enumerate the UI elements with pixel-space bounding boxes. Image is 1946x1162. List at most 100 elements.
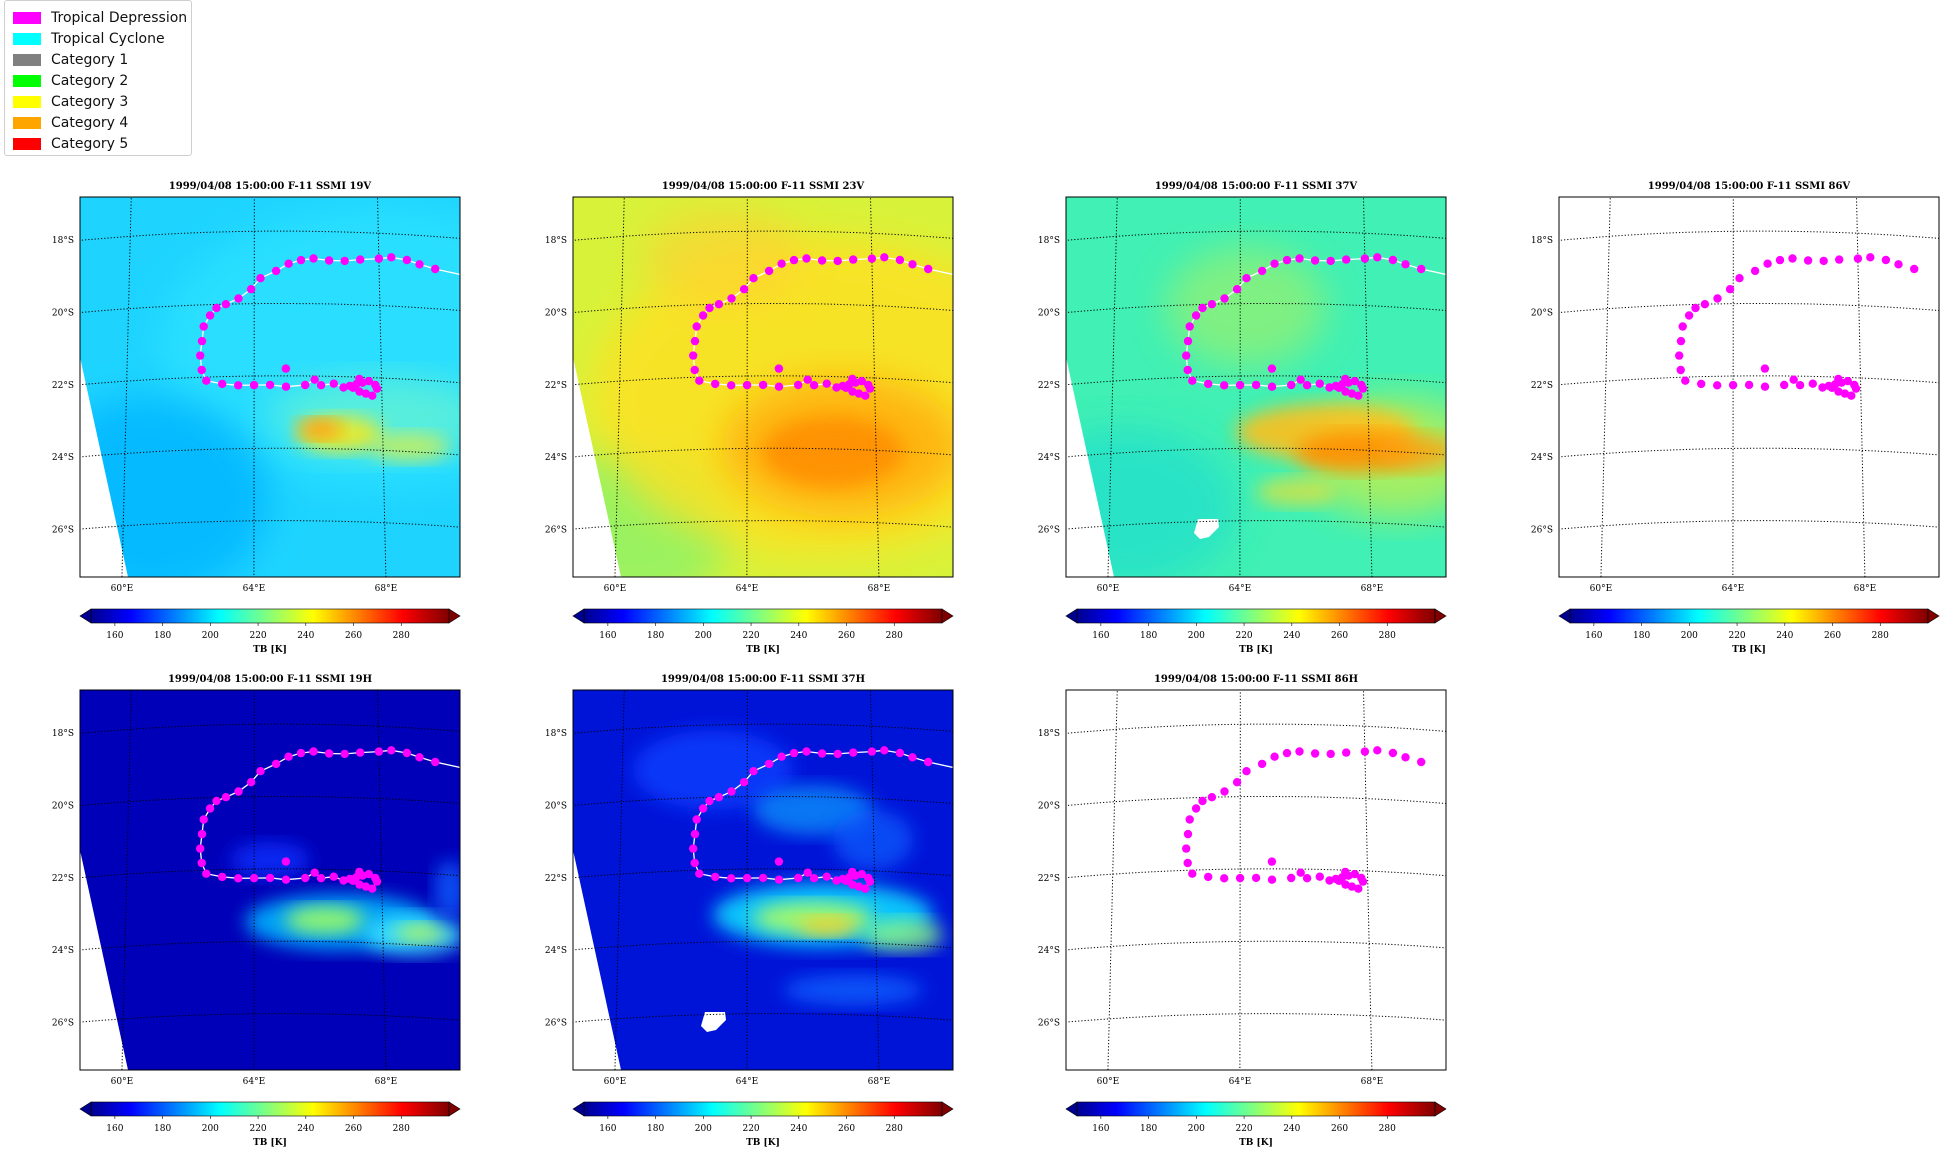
temperature-feature [1256, 478, 1336, 506]
colorbar-tick-label: 240 [1283, 631, 1300, 641]
track-point [1326, 256, 1335, 266]
colorbar-extend-low [79, 608, 92, 624]
latitude-line [1066, 447, 1446, 458]
legend: Tropical Depression Tropical Cyclone Categ… [4, 0, 192, 156]
temperature-feature [230, 842, 310, 878]
track-point [895, 748, 905, 758]
track-point [1251, 380, 1261, 390]
track-point [1760, 364, 1770, 373]
colorbar-tick-label: 240 [297, 1124, 314, 1134]
track-point [861, 391, 870, 400]
colorbar-tick-label: 280 [886, 631, 903, 641]
temperature-feature [370, 433, 450, 461]
track-point [284, 259, 293, 268]
track-point [301, 380, 310, 390]
track-point [794, 380, 803, 390]
track-point [689, 844, 698, 853]
colorbar-extend-high [941, 608, 954, 624]
track-point [355, 880, 364, 889]
track-point [197, 829, 207, 839]
track-point [1691, 303, 1700, 313]
track-point [1295, 747, 1304, 756]
map-panel: 1999/04/08 15:00:00 F-11 SSMI 86V 18°S 20°… [1531, 181, 1940, 655]
legend-swatch [13, 117, 41, 129]
latitude-tick-label: 24°S [545, 946, 567, 956]
colorbar-tick-label: 220 [1235, 1124, 1252, 1134]
latitude-line [573, 940, 953, 951]
track-point [265, 380, 275, 390]
track-point [1788, 254, 1797, 263]
track-point [205, 804, 215, 813]
track-point [1315, 872, 1324, 881]
map-area [80, 197, 460, 577]
track-point [234, 381, 243, 390]
latitude-tick-label: 24°S [52, 453, 74, 463]
track-point [1341, 374, 1350, 384]
latitude-tick-label: 22°S [545, 874, 567, 884]
track-point [1242, 767, 1251, 776]
latitude-tick-label: 22°S [1531, 381, 1553, 391]
track-point [348, 383, 358, 392]
track-point [1191, 311, 1201, 320]
colorbar-extend-low [1065, 1101, 1078, 1117]
longitude-tick-label: 68°E [375, 584, 398, 594]
map-frame [79, 689, 461, 1071]
track-point [690, 829, 700, 839]
track-point [1341, 880, 1350, 889]
legend-item: Category 5 [13, 136, 128, 152]
colorbar: 160 180 200 220 240 260 280 TB [K] [1558, 608, 1940, 655]
missing-data-patch [701, 1012, 726, 1032]
longitude-tick-label: 68°E [1854, 584, 1877, 594]
map-area [573, 690, 953, 1070]
latitude-tick-label: 18°S [52, 729, 74, 739]
temperature-feature [798, 917, 858, 935]
track-point [764, 759, 774, 769]
track-point [1847, 391, 1856, 400]
track-point [1310, 749, 1320, 758]
track-point [1684, 311, 1694, 320]
map-area [1066, 197, 1446, 577]
track-point [1341, 867, 1350, 877]
track-point [296, 255, 306, 265]
track-point [1713, 381, 1722, 390]
track-point [221, 300, 231, 309]
latitude-line [1066, 723, 1446, 734]
map-panel: 1999/04/08 15:00:00 F-11 SSMI 23V 18°S 20°… [545, 181, 954, 655]
graticule [80, 690, 460, 1070]
track-point [1803, 256, 1813, 265]
track-point [695, 869, 704, 878]
track-point [1676, 365, 1685, 375]
map-frame [572, 196, 954, 578]
track-point [695, 376, 704, 385]
track-point [1388, 748, 1398, 758]
colorbar-extend-high [1434, 1101, 1447, 1117]
track-point [387, 253, 396, 262]
track-point [199, 322, 208, 331]
map-panel: 1999/04/08 15:00:00 F-11 SSMI 19V 18°S 20°… [52, 181, 461, 655]
track-point [880, 746, 889, 755]
track-point [1700, 300, 1710, 309]
track-point [221, 793, 231, 802]
panel-title: 1999/04/08 15:00:00 F-11 SSMI 86V [1648, 181, 1851, 192]
colorbar-tick-label: 280 [886, 1124, 903, 1134]
track-point [316, 874, 326, 883]
legend-swatch [13, 138, 41, 150]
track-point [1851, 384, 1861, 393]
colorbar-tick-label: 180 [1140, 1124, 1157, 1134]
track-point [1780, 380, 1789, 390]
latitude-tick-label: 22°S [1038, 381, 1060, 391]
track-point [1795, 381, 1805, 390]
legend-label: Category 4 [51, 115, 129, 131]
track-point [256, 767, 265, 776]
longitude-tick-label: 60°E [1097, 584, 1120, 594]
latitude-tick-label: 24°S [1038, 453, 1060, 463]
track-point [749, 274, 758, 283]
legend-swatch [13, 12, 41, 24]
temperature-feature [833, 810, 913, 870]
track-point [340, 749, 349, 759]
track-point [1257, 759, 1267, 769]
panel-title: 1999/04/08 15:00:00 F-11 SSMI 37H [661, 674, 865, 685]
track-point [817, 749, 827, 758]
colorbar: 160 180 200 220 240 260 280 TB [K] [79, 608, 461, 655]
track-point [1182, 844, 1191, 853]
